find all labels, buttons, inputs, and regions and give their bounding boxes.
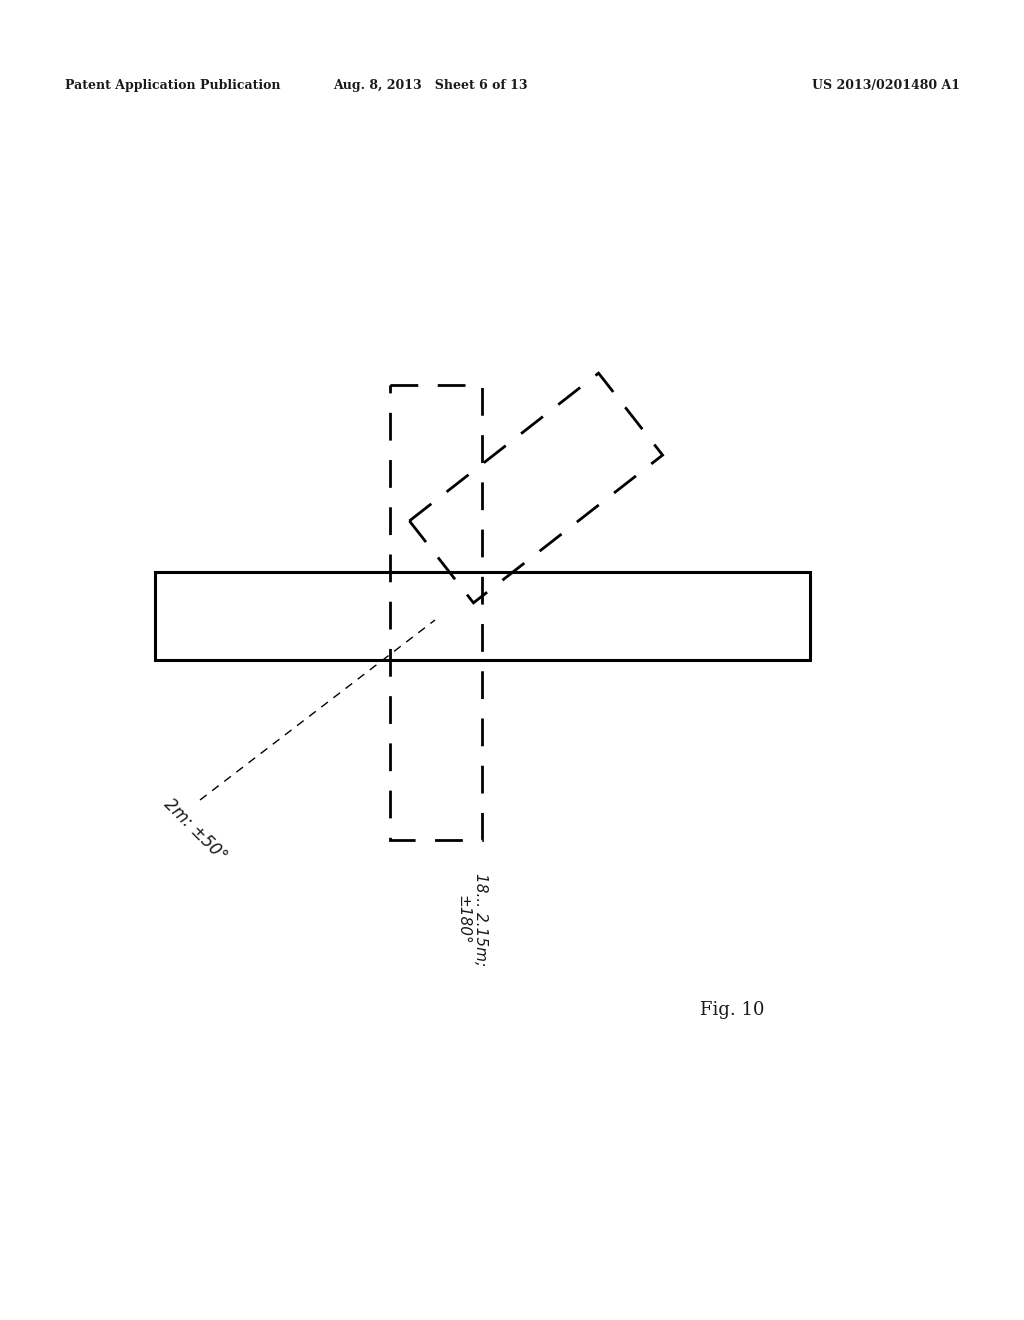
Text: US 2013/0201480 A1: US 2013/0201480 A1 [812, 78, 961, 91]
Text: Patent Application Publication: Patent Application Publication [65, 78, 281, 91]
Bar [155, 572, 810, 660]
Text: Aug. 8, 2013   Sheet 6 of 13: Aug. 8, 2013 Sheet 6 of 13 [333, 78, 527, 91]
Bar [390, 385, 482, 840]
Text: Fig. 10: Fig. 10 [700, 1001, 765, 1019]
Text: 18... 2.15m;
±180°: 18... 2.15m; ±180° [456, 874, 488, 966]
Text: 2m: ±50°: 2m: ±50° [160, 795, 230, 865]
